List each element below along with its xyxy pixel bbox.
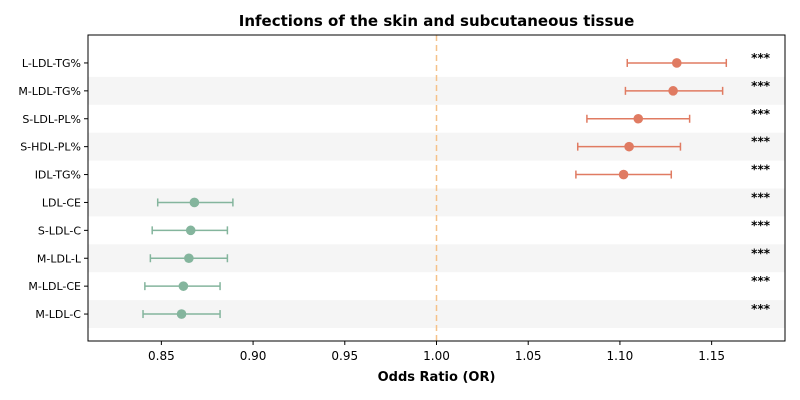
significance-label: ***	[751, 246, 771, 260]
y-tick-label: LDL-CE	[42, 196, 81, 209]
forest-row: ***	[156, 190, 771, 208]
y-tick-label: IDL-TG%	[35, 169, 81, 182]
significance-label: ***	[751, 274, 771, 288]
x-tick-label: 1.15	[698, 349, 725, 363]
odds-ratio-point	[668, 86, 678, 96]
forest-row: ***	[144, 274, 771, 291]
forest-row: ***	[576, 135, 771, 152]
significance-label: ***	[751, 51, 771, 65]
y-tick-label: M-LDL-C	[35, 308, 81, 321]
forest-row: ***	[142, 302, 771, 319]
odds-ratio-point	[189, 197, 200, 208]
significance-label: ***	[751, 135, 771, 149]
significance-label: ***	[751, 79, 771, 93]
y-tick-labels: L-LDL-TG% M-LDL-TG% S-LDL-PL% S-HDL-PL% IDL-…	[18, 57, 88, 321]
forest-row: ***	[575, 163, 771, 180]
odds-ratio-point	[176, 309, 187, 319]
odds-ratio-point	[185, 225, 196, 236]
x-tick-label: 0.85	[148, 349, 175, 363]
y-tick-label: M-LDL-L	[37, 252, 82, 265]
chart-title: Infections of the skin and subcutaneous …	[239, 12, 635, 30]
y-tick-label: S-LDL-C	[38, 224, 81, 237]
forest-row: ***	[586, 107, 771, 124]
x-tick-label: 1.00	[423, 349, 450, 363]
significance-label: ***	[751, 107, 771, 121]
x-tick-label: 0.95	[331, 349, 358, 363]
significance-label: ***	[751, 163, 771, 177]
forest-row: ***	[151, 218, 771, 236]
significance-label: ***	[751, 218, 771, 232]
y-tick-label: S-LDL-PL%	[22, 113, 81, 126]
odds-ratio-point	[184, 253, 194, 264]
odds-ratio-point	[671, 58, 682, 68]
y-tick-label: M-LDL-TG%	[18, 85, 81, 98]
x-tick-label: 1.10	[607, 349, 634, 363]
plot-frame	[87, 34, 786, 342]
data-rows: *** *** *** *** *** *** *** *** *** ***	[142, 51, 771, 319]
y-tick-label: M-LDL-CE	[28, 280, 81, 293]
odds-ratio-point	[178, 281, 189, 291]
significance-label: ***	[751, 302, 771, 316]
odds-ratio-point	[624, 141, 634, 152]
y-tick-label: L-LDL-TG%	[22, 57, 81, 70]
forest-row: ***	[624, 79, 771, 96]
x-tick-label: 0.90	[240, 349, 267, 363]
forest-row: ***	[149, 246, 771, 264]
significance-label: ***	[751, 190, 771, 204]
forest-row: ***	[626, 51, 771, 68]
x-tick-label: 1.05	[515, 349, 542, 363]
odds-ratio-point	[618, 169, 629, 180]
odds-ratio-point	[633, 113, 644, 124]
y-tick-label: S-HDL-PL%	[20, 141, 81, 154]
x-axis-ticks: 0.85 0.90 0.95 1.00 1.05 1.10 1.15	[148, 341, 725, 363]
x-axis-label: Odds Ratio (OR)	[378, 370, 496, 385]
